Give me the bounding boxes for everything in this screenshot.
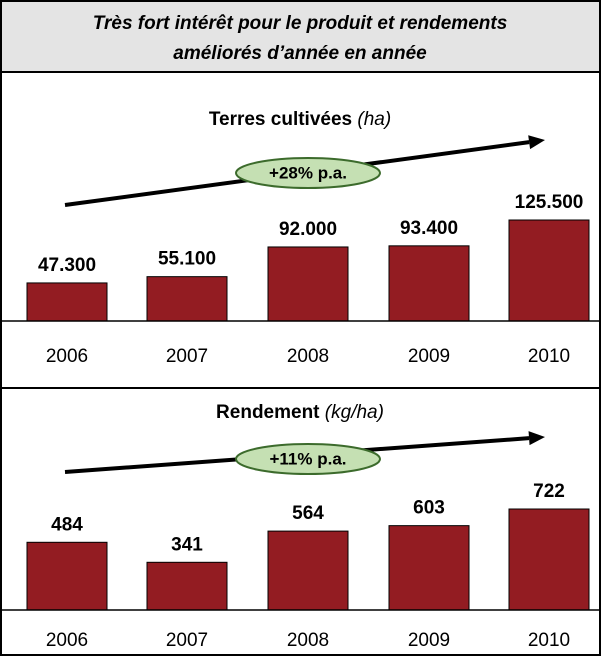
- arrow-head: [528, 135, 545, 150]
- value-label: 55.100: [158, 249, 216, 270]
- arrow-head: [528, 431, 545, 446]
- x-tick-label: 2009: [408, 346, 450, 367]
- x-tick-label: 2010: [528, 630, 570, 651]
- value-label: 722: [533, 481, 565, 502]
- bar: [508, 508, 590, 611]
- value-label: 93.400: [400, 218, 458, 239]
- bar: [388, 525, 470, 611]
- bar: [26, 282, 108, 322]
- annotation: +11% p.a.: [269, 449, 346, 468]
- annotation-bubble: [235, 443, 381, 475]
- bar: [146, 276, 228, 322]
- x-tick-label: 2006: [46, 346, 88, 367]
- x-tick-label: 2010: [528, 346, 570, 367]
- bar: [26, 541, 108, 611]
- chart-title-main: Rendement: [216, 402, 320, 423]
- header-bg: [0, 0, 601, 72]
- value-label: 484: [51, 514, 83, 535]
- x-tick-label: 2008: [287, 630, 329, 651]
- x-tick-label: 2009: [408, 630, 450, 651]
- value-label: 92.000: [279, 219, 337, 240]
- x-tick-label: 2006: [46, 630, 88, 651]
- x-tick-label: 2008: [287, 346, 329, 367]
- chart-unit: (ha): [357, 109, 391, 130]
- bar: [267, 246, 349, 322]
- page-title: Très fort intérêt pour le produit et ren…: [93, 13, 508, 34]
- chart-title: Rendement (kg/ha): [216, 402, 384, 423]
- value-label: 47.300: [38, 255, 96, 276]
- value-label: 341: [171, 534, 203, 555]
- annotation-bubble: [235, 157, 381, 189]
- chart-title-main: Terres cultivées: [209, 109, 352, 130]
- value-label: 564: [292, 503, 324, 524]
- bar: [267, 530, 349, 611]
- x-tick-label: 2007: [166, 346, 208, 367]
- bar: [508, 219, 590, 322]
- annotation: +28% p.a.: [269, 163, 347, 182]
- value-label: 125.500: [515, 192, 584, 213]
- value-label: 603: [413, 498, 445, 519]
- chart-title: Terres cultivées (ha): [209, 109, 391, 130]
- chart-unit: (kg/ha): [325, 402, 384, 423]
- page-title: améliorés d’année en année: [173, 43, 427, 64]
- bar: [146, 561, 228, 611]
- x-tick-label: 2007: [166, 630, 208, 651]
- bar: [388, 245, 470, 322]
